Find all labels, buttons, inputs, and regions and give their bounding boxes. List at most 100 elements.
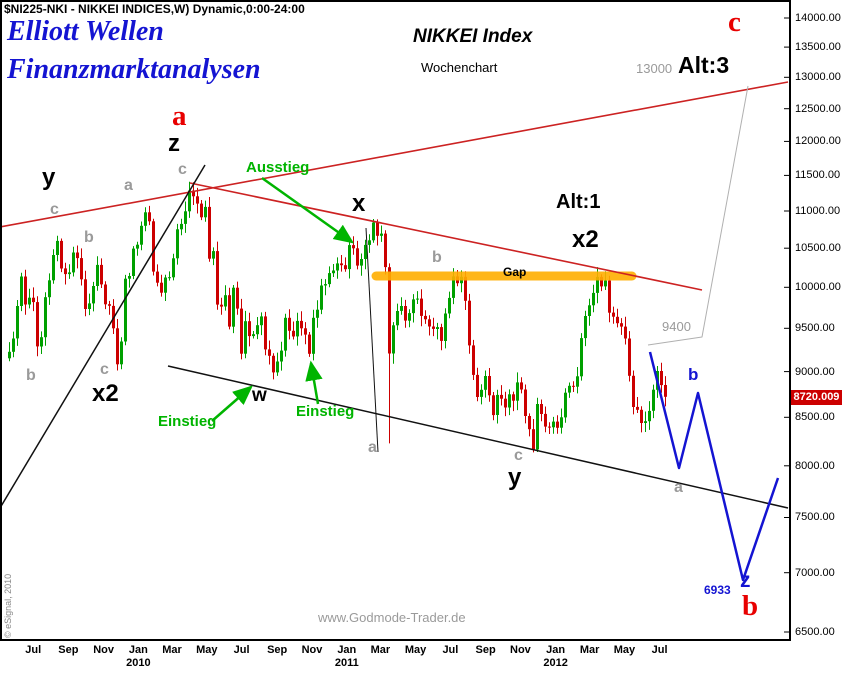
candle-body <box>268 349 271 356</box>
candle-body <box>348 245 351 270</box>
x-axis-label: Jul <box>651 644 668 656</box>
candle-body <box>664 385 667 397</box>
candle-body <box>28 297 31 305</box>
x-axis-label: Mar <box>162 644 182 656</box>
candle-body <box>60 240 63 269</box>
candle-body <box>500 394 503 399</box>
candle-body <box>136 244 139 249</box>
y-axis-label: 8500.00 <box>795 411 835 424</box>
candle-body <box>296 320 299 337</box>
candle-body <box>156 271 159 283</box>
candle-body <box>588 305 591 316</box>
candle-body <box>196 196 199 204</box>
x-axis-label: Nov <box>301 644 323 656</box>
candle-body <box>520 382 523 390</box>
candle-body <box>572 385 575 387</box>
candle-body <box>508 394 511 408</box>
candle-body <box>560 417 563 428</box>
candle-body <box>140 225 143 245</box>
candle-body <box>68 272 71 275</box>
candle-body <box>412 299 415 314</box>
candle-body <box>20 276 23 306</box>
candle-body <box>292 330 295 337</box>
candle-body <box>448 297 451 314</box>
candle-body <box>108 304 111 306</box>
candle-body <box>400 306 403 311</box>
chart-title: NIKKEI Index <box>413 26 533 47</box>
candle-body <box>356 248 359 266</box>
candle-body <box>124 278 127 342</box>
candle-body <box>152 221 155 272</box>
price-chart[interactable] <box>0 0 791 641</box>
einstieg-arrow-2-icon <box>305 360 323 405</box>
candle-body <box>256 325 259 335</box>
black-rising-support-line <box>0 164 206 509</box>
wave-connector-x-to-a <box>365 227 379 453</box>
candle-body <box>468 300 471 346</box>
candle-body <box>200 203 203 218</box>
candle-body <box>304 328 307 335</box>
candle-body <box>636 406 639 410</box>
candle-body <box>204 206 207 218</box>
y-axis-label: 12000.00 <box>795 135 841 148</box>
x-axis-label: May <box>196 644 218 656</box>
candle-body <box>316 309 319 318</box>
candle-body <box>544 413 547 427</box>
candle-body <box>144 212 147 226</box>
y-axis-label: 7000.00 <box>795 566 835 579</box>
candle-body <box>492 395 495 416</box>
candle-body <box>364 244 367 259</box>
candle-body <box>580 338 583 377</box>
candle-body <box>584 316 587 339</box>
candle-body <box>40 337 43 347</box>
candle-body <box>72 252 75 273</box>
candle-body <box>540 404 543 414</box>
y-axis-label: 6500.00 <box>795 626 835 638</box>
candle-body <box>596 276 599 293</box>
x-axis-label: Mar <box>579 644 600 656</box>
candle-body <box>56 240 59 255</box>
candle-body <box>220 304 223 307</box>
candle-body <box>8 351 11 359</box>
candle-body <box>48 280 51 298</box>
candle-body <box>280 350 283 362</box>
candle-body <box>648 410 651 422</box>
y-axis-label: 11000.00 <box>795 204 841 217</box>
candle-body <box>576 376 579 387</box>
candle-body <box>288 317 291 331</box>
candle-body <box>260 316 263 326</box>
candle-body <box>420 298 423 316</box>
candle-body <box>132 248 135 276</box>
candlestick-series[interactable] <box>8 181 667 453</box>
candle-body <box>80 258 83 280</box>
chart-subtitle: Wochenchart <box>421 60 498 75</box>
candle-body <box>536 404 539 450</box>
candle-body <box>568 385 571 393</box>
candle-body <box>16 306 19 339</box>
y-axis-label: 12500.00 <box>795 102 841 115</box>
candle-body <box>548 426 551 428</box>
candle-body <box>592 292 595 306</box>
candle-body <box>532 429 535 450</box>
gray-alt3-projection-line <box>647 85 749 346</box>
candle-body <box>76 252 79 259</box>
candle-body <box>344 265 347 270</box>
x-axis-label: Jan <box>546 644 566 656</box>
candle-body <box>284 317 287 351</box>
candle-body <box>264 316 267 350</box>
x-axis-year-label: 2011 <box>334 657 359 669</box>
candle-body <box>312 317 315 354</box>
x-axis-label: May <box>613 644 636 656</box>
candle-body <box>524 389 527 416</box>
candle-body <box>320 285 323 310</box>
candle-body <box>608 280 611 313</box>
candle-body <box>380 233 383 236</box>
candle-body <box>372 222 375 241</box>
candle-body <box>528 416 531 430</box>
y-axis-label: 8000.00 <box>795 459 835 472</box>
y-axis-label: 7500.00 <box>795 511 835 524</box>
blue-projection-zigzag <box>648 351 780 582</box>
candle-body <box>160 282 163 293</box>
candle-body <box>272 355 275 373</box>
candle-body <box>96 264 99 286</box>
